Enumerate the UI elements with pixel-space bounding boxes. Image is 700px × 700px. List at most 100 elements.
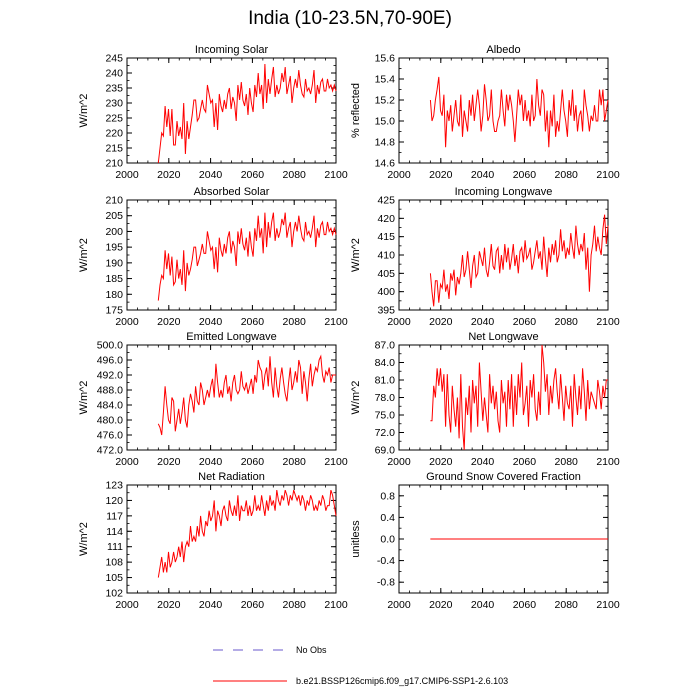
y-tick-label: 0.0 [380,534,395,546]
y-tick-label: 496.0 [97,355,123,367]
plot-frame [126,199,337,311]
data-series-line [429,214,609,307]
x-tick-label: 2000 [387,456,411,468]
panel-title: Net Radiation [198,471,265,483]
x-tick-label: 2060 [241,456,265,468]
panel-title: Net Longwave [468,331,538,343]
x-tick-label: 2080 [555,316,579,328]
y-tick-label: 180 [105,289,123,301]
panel-1: Incoming Solar 2000 2020 2040 2060 2080 2100 21… [78,44,348,181]
x-tick-label: 2020 [429,599,453,611]
y-tick-label: 14.8 [375,137,396,149]
y-tick-label: 185 [105,273,123,285]
x-tick-label: 2040 [199,456,223,468]
y-tick-label: 220 [105,128,123,140]
x-tick-label: 2040 [471,316,495,328]
panel-8: Ground Snow Covered Fraction 2000 2020 2040… [350,471,620,611]
y-axis-label: unitless [350,520,362,558]
x-tick-label: 2100 [324,599,348,611]
y-tick-label: 480.0 [97,415,123,427]
x-tick-label: 2000 [387,169,411,181]
y-tick-label: 215 [105,143,123,155]
data-series-line [157,212,337,301]
y-tick-label: 15.0 [375,116,396,128]
y-tick-label: 69.0 [375,445,396,457]
y-tick-label: 472.0 [97,445,123,457]
x-tick-label: 2080 [283,169,307,181]
x-tick-label: 2100 [596,599,620,611]
x-tick-label: 2020 [429,169,453,181]
x-tick-label: 2040 [199,316,223,328]
x-tick-label: 2080 [555,599,579,611]
y-tick-label: 210 [105,158,123,170]
x-tick-label: 2020 [429,456,453,468]
x-tick-label: 2100 [596,316,620,328]
x-tick-label: 2060 [513,456,537,468]
y-tick-label: 78.0 [375,392,396,404]
plot-frame [126,57,337,164]
y-tick-label: 410 [377,250,395,262]
x-tick-label: 2000 [115,599,139,611]
panel-7: Net Radiation 2000 2020 2040 2060 2080 2100 102… [78,471,348,611]
data-series-line [157,489,337,578]
y-tick-label: 75.0 [375,410,396,422]
y-tick-label: 190 [105,257,123,269]
y-tick-label: 114 [106,526,123,538]
x-tick-label: 2000 [387,316,411,328]
legend: No Obs b.e21.BSSP126cmip6.f09_g17.CMIP6-S… [213,645,508,686]
data-series-line [157,354,336,436]
y-tick-label: 230 [105,98,123,110]
panel-title: Incoming Solar [195,44,269,56]
x-tick-label: 2060 [241,599,265,611]
y-tick-label: 15.2 [375,95,396,107]
x-tick-label: 2020 [157,599,181,611]
y-tick-label: 15.6 [375,53,396,65]
y-tick-label: 484.0 [97,400,123,412]
y-tick-label: 14.6 [375,158,396,170]
x-tick-label: 2020 [429,316,453,328]
data-series-line [157,63,337,164]
figure-title: India (10-23.5N,70-90E) [248,8,452,29]
y-axis-label: W/m^2 [78,238,90,272]
x-tick-label: 2080 [283,599,307,611]
x-tick-label: 2000 [387,599,411,611]
y-tick-label: 225 [105,113,123,125]
x-tick-label: 2040 [199,169,223,181]
y-axis-label: % reflected [350,83,362,138]
x-tick-label: 2100 [324,456,348,468]
y-tick-label: 488.0 [97,385,123,397]
plot-frame [398,199,609,311]
x-tick-label: 2080 [555,456,579,468]
x-tick-label: 2080 [283,456,307,468]
x-tick-label: 2060 [513,169,537,181]
y-tick-label: 500.0 [97,340,123,352]
data-series-line [429,76,609,148]
x-tick-label: 2060 [241,169,265,181]
y-axis-label: W/m^2 [78,94,90,128]
y-tick-label: 405 [377,268,395,280]
y-tick-label: 395 [377,305,395,317]
y-tick-label: 84.0 [375,357,396,369]
y-tick-label: -0.8 [377,577,395,589]
y-axis-label: W/m^2 [350,238,362,272]
x-tick-label: 2040 [471,599,495,611]
y-tick-label: 120 [105,495,123,507]
y-tick-label: 108 [105,557,123,569]
y-tick-label: 0.8 [380,490,395,502]
y-axis-label: W/m^2 [78,381,90,415]
y-axis-label: W/m^2 [78,522,90,556]
panel-title: Ground Snow Covered Fraction [426,471,581,483]
y-tick-label: -0.4 [377,555,395,567]
x-tick-label: 2060 [513,316,537,328]
x-tick-label: 2040 [199,599,223,611]
y-tick-label: 400 [377,286,395,298]
x-tick-label: 2100 [596,456,620,468]
y-tick-label: 245 [105,53,123,65]
legend-label-model: b.e21.BSSP126cmip6.f09_g17.CMIP6-SSP1-2.… [296,676,508,686]
panel-5: Emitted Longwave 2000 2020 2040 2060 2080 2100… [78,331,348,468]
panel-2: Albedo 2000 2020 2040 2060 2080 2100 14.6 14.8 15… [350,44,620,181]
panel-title: Absorbed Solar [194,186,270,198]
y-tick-label: 105 [105,572,123,584]
panel-title: Incoming Longwave [455,186,553,198]
